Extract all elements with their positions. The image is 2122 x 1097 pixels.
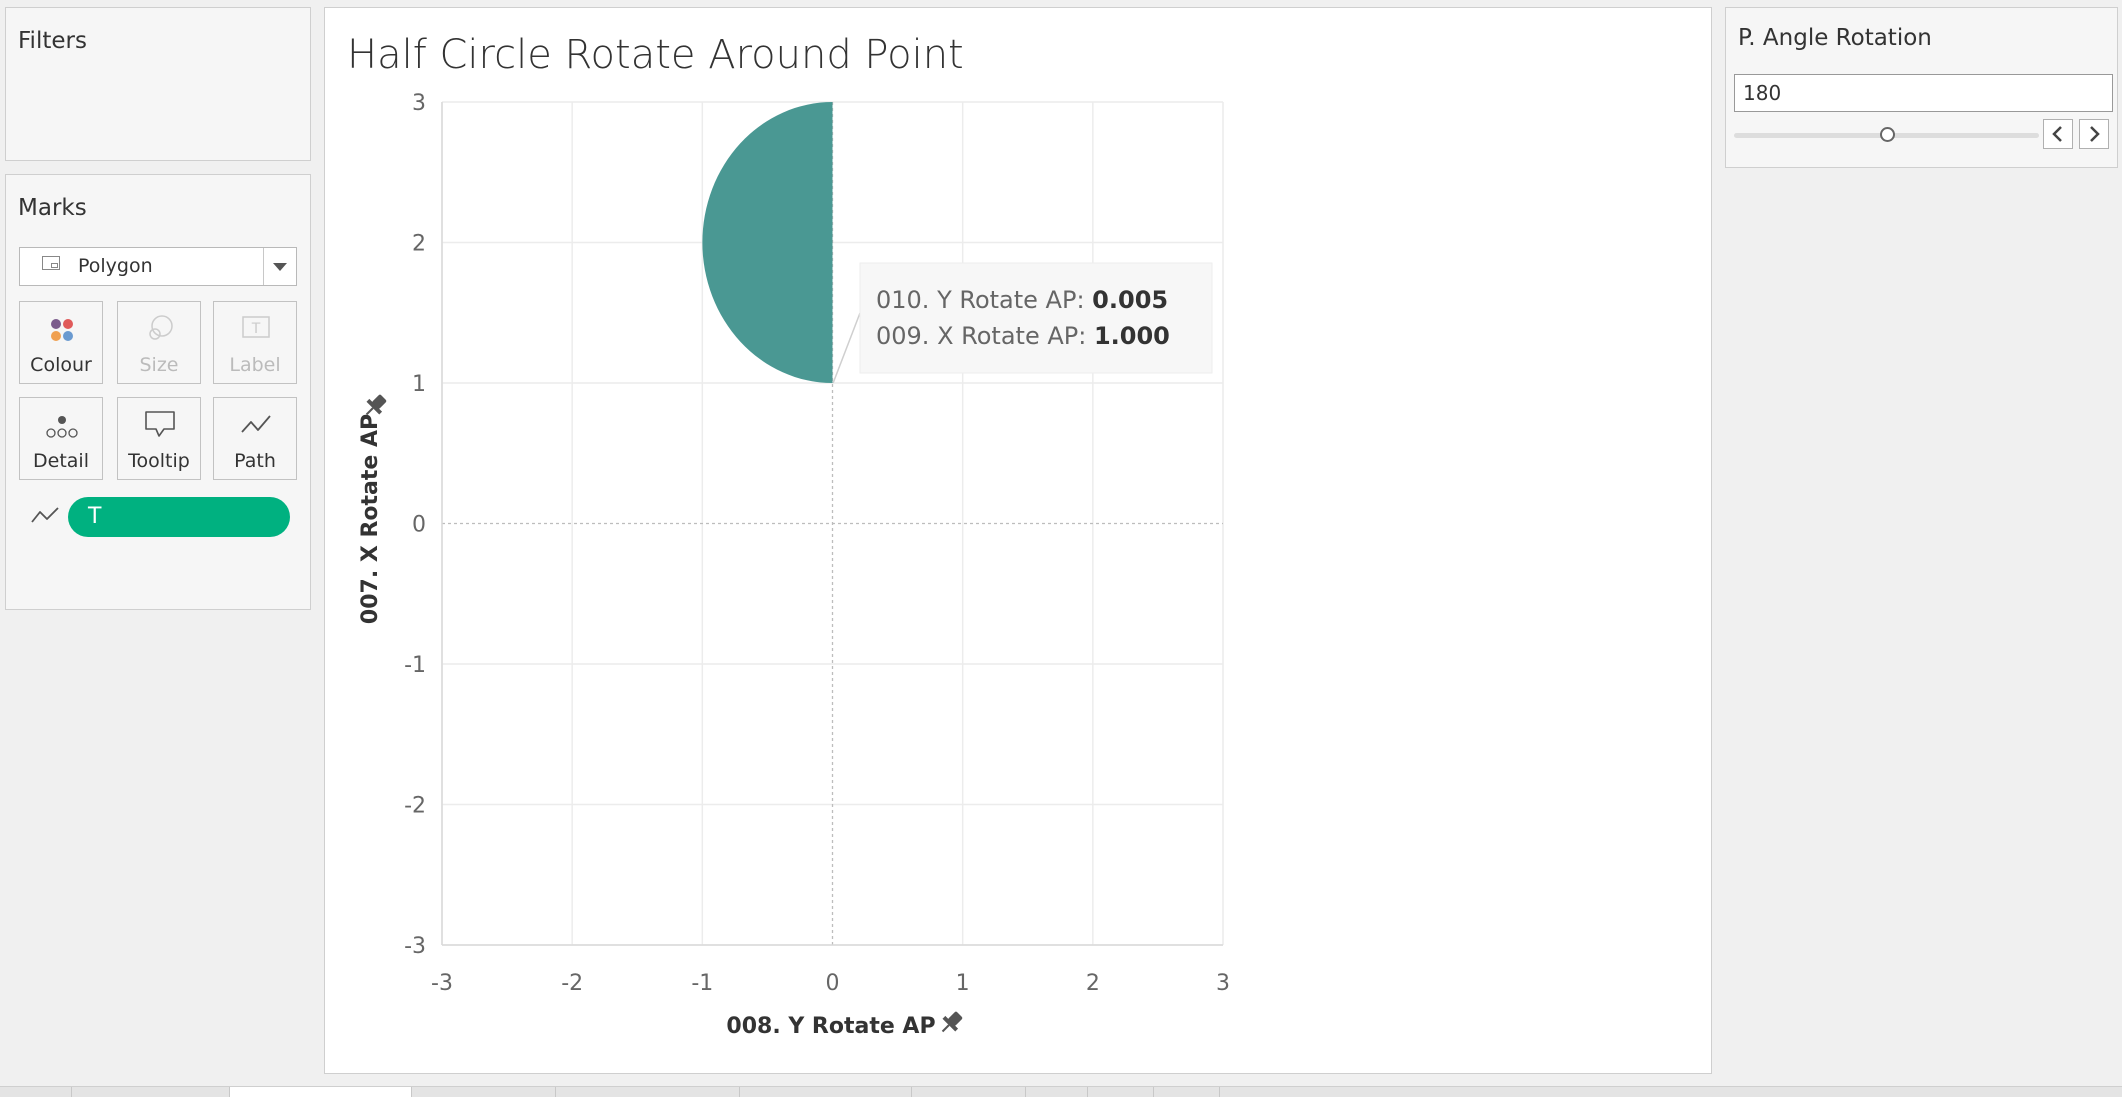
tooltip-row: 010. Y Rotate AP: 0.005 bbox=[876, 286, 1168, 314]
chevron-down-icon[interactable] bbox=[273, 263, 287, 271]
tooltip-field-value: 1.000 bbox=[1094, 322, 1170, 350]
chevron-right-icon bbox=[2090, 126, 2100, 142]
marks-title: Marks bbox=[18, 195, 87, 221]
detail-dots-icon bbox=[46, 416, 78, 438]
chevron-left-icon bbox=[2052, 126, 2062, 142]
y-axis-title: 007. X Rotate AP bbox=[358, 414, 383, 624]
colour-label: Colour bbox=[30, 354, 92, 376]
detail-label: Detail bbox=[33, 450, 89, 472]
step-back-button[interactable] bbox=[2043, 119, 2073, 149]
sheet-tab[interactable] bbox=[740, 1087, 912, 1097]
sheet-tab[interactable] bbox=[556, 1087, 740, 1097]
speech-bubble-icon bbox=[145, 411, 175, 437]
pin-icon[interactable] bbox=[936, 1008, 966, 1038]
x-tick-label: 0 bbox=[826, 971, 840, 996]
path-line-icon bbox=[241, 415, 271, 433]
x-tick-label: 2 bbox=[1086, 971, 1100, 996]
sheet-tab[interactable] bbox=[0, 1087, 72, 1097]
x-tick-label: -2 bbox=[561, 971, 583, 996]
x-tick-label: 1 bbox=[956, 971, 970, 996]
marks-card: Marks Polygon Colour Size T Label bbox=[5, 174, 311, 610]
sheet-tab[interactable] bbox=[1154, 1087, 1220, 1097]
y-tick-label: 2 bbox=[412, 232, 426, 257]
size-button: Size bbox=[117, 301, 201, 384]
path-field-pill[interactable]: T bbox=[68, 497, 290, 537]
sheet-tab[interactable] bbox=[912, 1087, 1026, 1097]
parameter-title: P. Angle Rotation bbox=[1738, 25, 1932, 51]
path-label: Path bbox=[234, 450, 276, 472]
detail-button[interactable]: Detail bbox=[19, 397, 103, 480]
parameter-card: P. Angle Rotation 180 bbox=[1725, 7, 2118, 168]
tooltip-pointer bbox=[832, 312, 861, 384]
step-forward-button[interactable] bbox=[2079, 119, 2109, 149]
y-tick-label: 3 bbox=[412, 91, 426, 116]
sheet-tab-active[interactable] bbox=[230, 1087, 412, 1097]
y-tick-label: -2 bbox=[404, 794, 426, 819]
mark-type-label: Polygon bbox=[78, 255, 153, 277]
sheet-tab-bar bbox=[0, 1086, 2122, 1097]
slider-thumb[interactable] bbox=[1879, 127, 1895, 142]
worksheet: Half Circle Rotate Around Point -3 -2 -1 0 1… bbox=[324, 7, 1712, 1074]
colour-dots-icon bbox=[51, 319, 73, 341]
path-button[interactable]: Path bbox=[213, 397, 297, 480]
y-tick-label: -1 bbox=[404, 653, 426, 678]
tooltip-label: Tooltip bbox=[128, 450, 190, 472]
tooltip-field-label: 009. X Rotate AP: bbox=[876, 322, 1094, 350]
half-circle-mark[interactable] bbox=[702, 102, 833, 383]
tooltip-row: 009. X Rotate AP: 1.000 bbox=[876, 322, 1170, 350]
sheet-tab[interactable] bbox=[412, 1087, 556, 1097]
path-line-icon bbox=[31, 507, 59, 523]
y-tick-label: -3 bbox=[404, 934, 426, 959]
chart[interactable]: -3 -2 -1 0 1 2 3 3 2 1 0 -1 -2 -3 008. Y Rotate AP 007.… bbox=[325, 8, 1713, 1075]
angle-rotation-input[interactable]: 180 bbox=[1734, 74, 2113, 112]
label-label: Label bbox=[229, 354, 281, 376]
sheet-tab[interactable] bbox=[1088, 1087, 1154, 1097]
size-label: Size bbox=[139, 354, 179, 376]
filters-card: Filters bbox=[5, 7, 311, 161]
dropdown-divider bbox=[263, 248, 264, 285]
sheet-title: Half Circle Rotate Around Point bbox=[347, 32, 964, 78]
svg-text:T: T bbox=[251, 321, 261, 337]
label-t-icon: T bbox=[242, 316, 270, 338]
x-tick-label: -3 bbox=[431, 971, 453, 996]
sheet-tab[interactable] bbox=[72, 1087, 230, 1097]
y-tick-label: 0 bbox=[412, 513, 426, 538]
size-circles-icon bbox=[149, 315, 173, 340]
filters-title: Filters bbox=[18, 28, 87, 54]
tooltip-field-value: 0.005 bbox=[1092, 286, 1168, 314]
polygon-icon bbox=[42, 256, 60, 270]
y-tick-label: 1 bbox=[412, 372, 426, 397]
tooltip-button[interactable]: Tooltip bbox=[117, 397, 201, 480]
pin-icon[interactable] bbox=[360, 391, 390, 421]
tooltip-box bbox=[859, 262, 1213, 374]
tooltip-field-label: 010. Y Rotate AP: bbox=[876, 286, 1092, 314]
x-tick-label: -1 bbox=[691, 971, 713, 996]
colour-button[interactable]: Colour bbox=[19, 301, 103, 384]
mark-type-dropdown[interactable]: Polygon bbox=[19, 247, 297, 286]
sheet-tab[interactable] bbox=[1026, 1087, 1088, 1097]
x-axis-title: 008. Y Rotate AP bbox=[726, 1014, 935, 1039]
x-tick-label: 3 bbox=[1216, 971, 1230, 996]
label-button: T Label bbox=[213, 301, 297, 384]
